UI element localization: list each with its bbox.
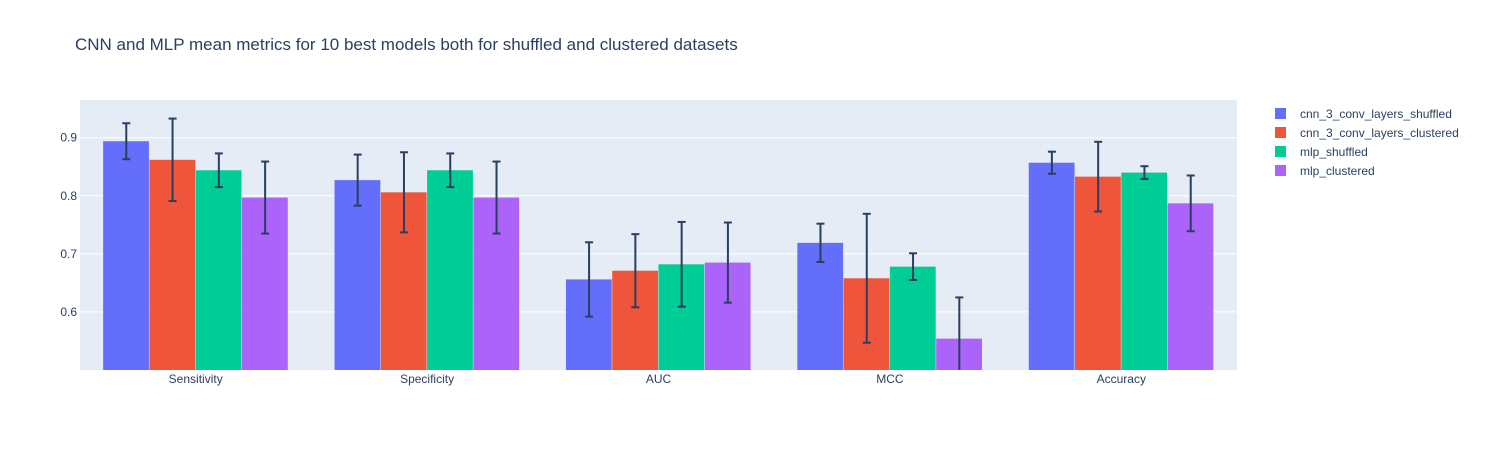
chart-title: CNN and MLP mean metrics for 10 best mod… [75,35,738,54]
bar [427,170,473,370]
legend-label[interactable]: cnn_3_conv_layers_shuffled [1300,107,1452,121]
legend-swatch[interactable] [1275,127,1286,138]
bar [334,180,381,370]
y-tick-label: 0.8 [60,189,77,203]
x-tick-label: MCC [876,372,904,386]
error-bars [122,117,1195,370]
y-axis-ticks: 0.6 0.7 0.8 0.9 [60,131,77,319]
bar [797,242,844,370]
x-tick-label: Sensitivity [169,372,223,386]
y-tick-label: 0.7 [60,247,77,261]
legend-label[interactable]: mlp_shuffled [1300,145,1368,159]
legend[interactable]: cnn_3_conv_layers_shuffled cnn_3_conv_lay… [1275,107,1459,178]
x-tick-label: Specificity [400,372,454,386]
legend-label[interactable]: cnn_3_conv_layers_clustered [1300,126,1459,140]
x-tick-label: Accuracy [1097,372,1146,386]
bar [1121,172,1168,370]
legend-label[interactable]: mlp_clustered [1300,164,1375,178]
legend-swatch[interactable] [1275,108,1286,119]
bar [103,141,149,370]
y-tick-label: 0.9 [60,131,77,145]
bar [1028,162,1075,370]
legend-swatch[interactable] [1275,146,1286,157]
x-tick-label: AUC [646,372,672,386]
bar [889,266,936,370]
legend-swatch[interactable] [1275,165,1286,176]
y-tick-label: 0.6 [60,305,77,319]
bar [195,170,242,370]
x-axis-ticks: Sensitivity Specificity AUC MCC Accuracy [169,372,1146,386]
